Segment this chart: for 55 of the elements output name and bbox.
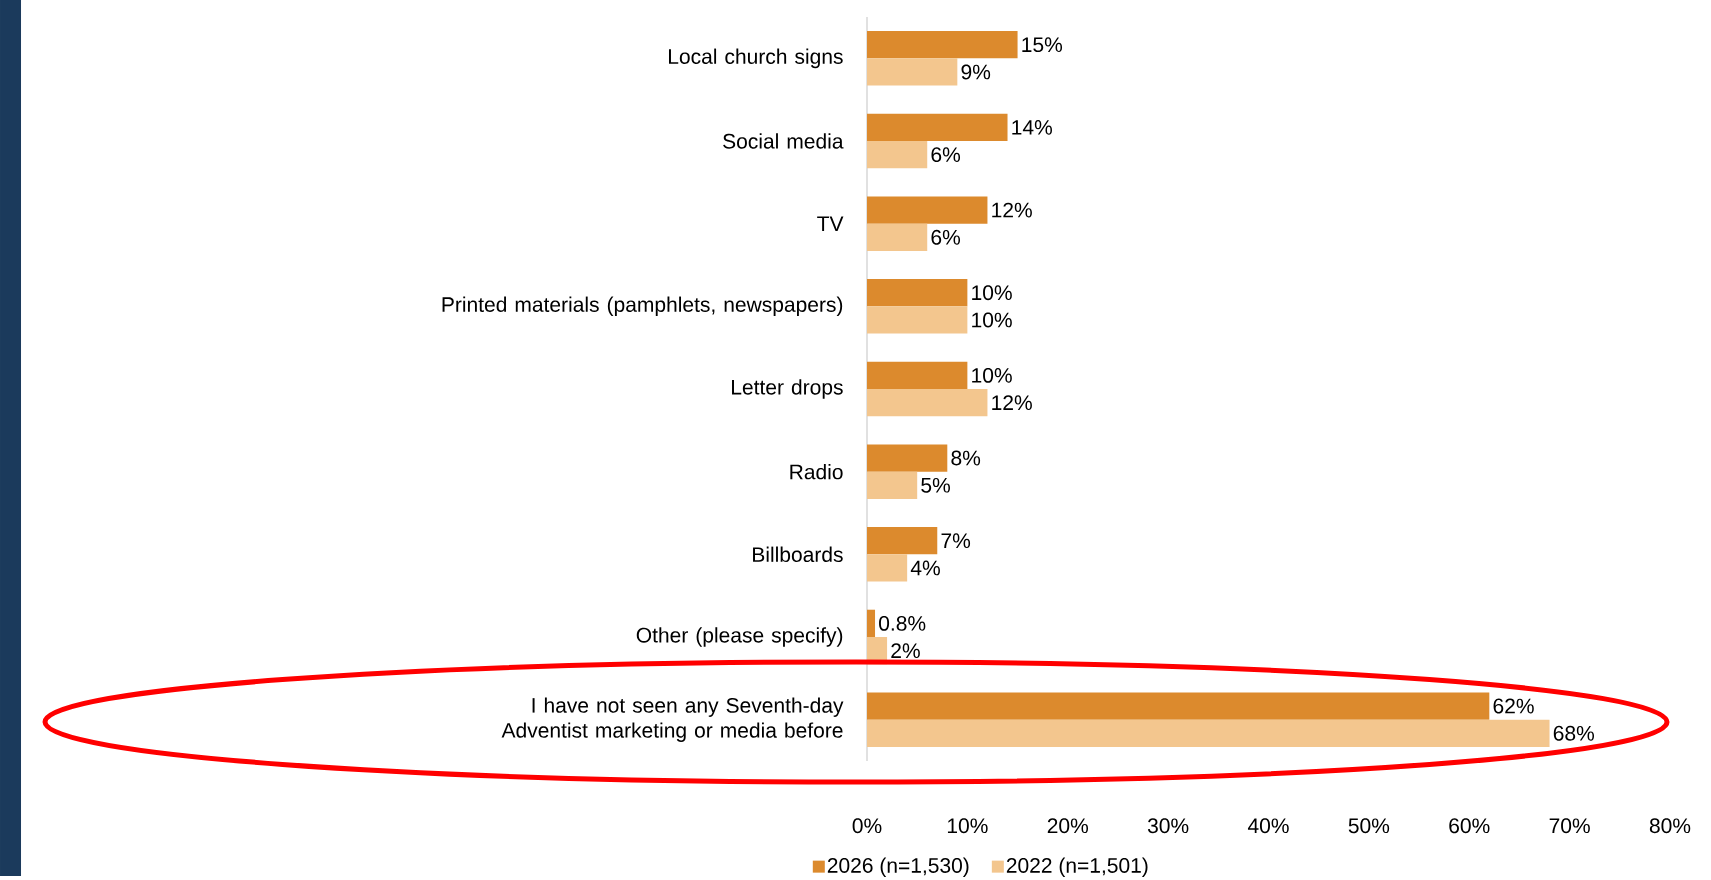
bar [867,58,958,86]
data-label: 4% [910,560,940,576]
bar [867,31,1018,59]
bar [867,471,918,500]
y-tick-label: Letter drops [732,379,843,399]
data-label: 15% [1022,37,1063,53]
y-tick-label: Other (please specify) [636,627,843,647]
x-tick-label: 0% [852,818,882,834]
data-label: 10% [972,312,1012,328]
y-tick-label: TV [817,216,844,231]
bar [867,719,1550,748]
bar [867,306,968,334]
y-tick-label: Billboards [753,546,843,563]
bar [867,361,968,390]
data-label: 5% [921,478,950,493]
data-label: 12% [992,395,1032,411]
x-tick-label: 20% [1047,818,1089,834]
bar [867,527,938,555]
data-label: 68% [1553,725,1595,741]
data-label: 6% [931,147,961,163]
y-tick-label: Printed materials (pamphlets, newspapers) [442,296,843,317]
bar [867,223,928,252]
bar [867,444,948,472]
bar [867,141,928,169]
data-label: 10% [972,285,1012,301]
x-tick-label: 50% [1348,818,1390,834]
data-label: 0.8% [879,616,926,631]
bar [867,389,988,417]
x-tick-label: 40% [1247,818,1289,834]
data-label: 12% [992,202,1032,218]
x-tick-label: 70% [1549,818,1590,834]
data-label: 6% [931,229,961,245]
x-tick-label: 80% [1649,818,1691,834]
x-tick-label: 10% [947,818,988,834]
x-tick-label: 30% [1147,818,1189,834]
bar [867,692,1490,720]
data-label: 9% [961,64,991,80]
data-label: 2% [891,643,920,659]
legend-label: 2026 (n=1,530) [827,857,969,878]
data-label: 14% [1012,120,1052,135]
data-label: 62% [1493,698,1534,714]
y-tick-label: Radio [790,464,843,480]
legend-label: 2022 (n=1,501) [1006,857,1148,878]
y-tick-label: Social media [723,133,844,149]
data-label: 7% [941,533,971,549]
bar [867,554,908,582]
bar [867,609,876,638]
y-tick-label: Local church signs [669,48,843,69]
bar [867,196,988,224]
data-label: 10% [972,368,1012,383]
bar [867,113,1008,142]
y-tick-label: I have not seen any Seventh-day Adventist marketing or media before [501,697,844,743]
x-tick-label: 60% [1449,818,1490,834]
data-label: 8% [951,450,981,466]
bar [867,279,968,307]
